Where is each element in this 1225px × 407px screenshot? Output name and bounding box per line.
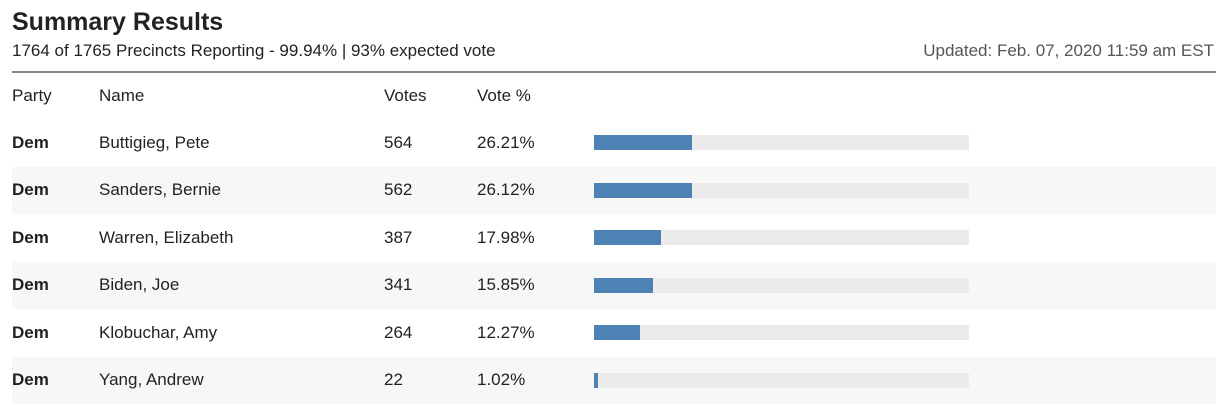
vote-share-bar [594, 325, 640, 341]
updated-timestamp: Updated: Feb. 07, 2020 11:59 am EST [923, 41, 1214, 60]
vote-share-bar [594, 230, 662, 246]
candidate-name: Klobuchar, Amy [99, 322, 218, 342]
table-row: Dem Yang, Andrew 22 1.02% [12, 356, 1216, 404]
column-header-party: Party [12, 86, 52, 105]
page-title: Summary Results [12, 8, 224, 36]
candidate-name: Buttigieg, Pete [99, 132, 210, 152]
vote-share-bar-track [594, 135, 969, 151]
vote-share-bar [594, 372, 598, 388]
votes-cell: 341 [384, 275, 413, 295]
table-row: Dem Klobuchar, Amy 264 12.27% [12, 309, 1216, 357]
votes-cell: 387 [384, 227, 413, 247]
results-table: Party Name Votes Vote % Dem Buttigieg, P… [12, 73, 1216, 404]
vote-percent-cell: 26.12% [477, 180, 535, 200]
candidate-name: Warren, Elizabeth [99, 227, 234, 247]
table-row: Dem Biden, Joe 341 15.85% [12, 261, 1216, 309]
party-cell: Dem [12, 227, 49, 247]
party-cell: Dem [12, 322, 49, 342]
column-header-votes: Votes [384, 86, 427, 105]
column-header-vote-percent: Vote % [477, 86, 531, 105]
votes-cell: 564 [384, 132, 413, 152]
precincts-reporting-text: 1764 of 1765 Precincts Reporting - 99.94… [12, 41, 496, 60]
table-row: Dem Buttigieg, Pete 564 26.21% [12, 119, 1216, 167]
vote-share-bar [594, 135, 693, 151]
candidate-name: Yang, Andrew [99, 370, 204, 390]
column-header-name: Name [99, 86, 145, 105]
votes-cell: 22 [384, 370, 403, 390]
header-divider [12, 71, 1216, 73]
table-row: Dem Warren, Elizabeth 387 17.98% [12, 214, 1216, 262]
candidate-name: Biden, Joe [99, 275, 180, 295]
party-cell: Dem [12, 132, 49, 152]
vote-share-bar [594, 182, 692, 198]
vote-percent-cell: 26.21% [477, 132, 535, 152]
candidate-name: Sanders, Bernie [99, 180, 221, 200]
vote-percent-cell: 15.85% [477, 275, 535, 295]
party-cell: Dem [12, 180, 49, 200]
vote-percent-cell: 12.27% [477, 322, 535, 342]
votes-cell: 562 [384, 180, 413, 200]
vote-share-bar [594, 277, 654, 293]
column-header-bar [594, 73, 1216, 119]
vote-share-bar-track [594, 230, 969, 246]
vote-share-bar-track [594, 277, 969, 293]
vote-share-bar-track [594, 325, 969, 341]
vote-share-bar-track [594, 372, 969, 388]
votes-cell: 264 [384, 322, 413, 342]
vote-percent-cell: 1.02% [477, 370, 526, 390]
party-cell: Dem [12, 275, 49, 295]
vote-share-bar-track [594, 182, 969, 198]
table-row: Dem Sanders, Bernie 562 26.12% [12, 166, 1216, 214]
table-header-row: Party Name Votes Vote % [12, 73, 1216, 119]
vote-percent-cell: 17.98% [477, 227, 535, 247]
party-cell: Dem [12, 370, 49, 390]
